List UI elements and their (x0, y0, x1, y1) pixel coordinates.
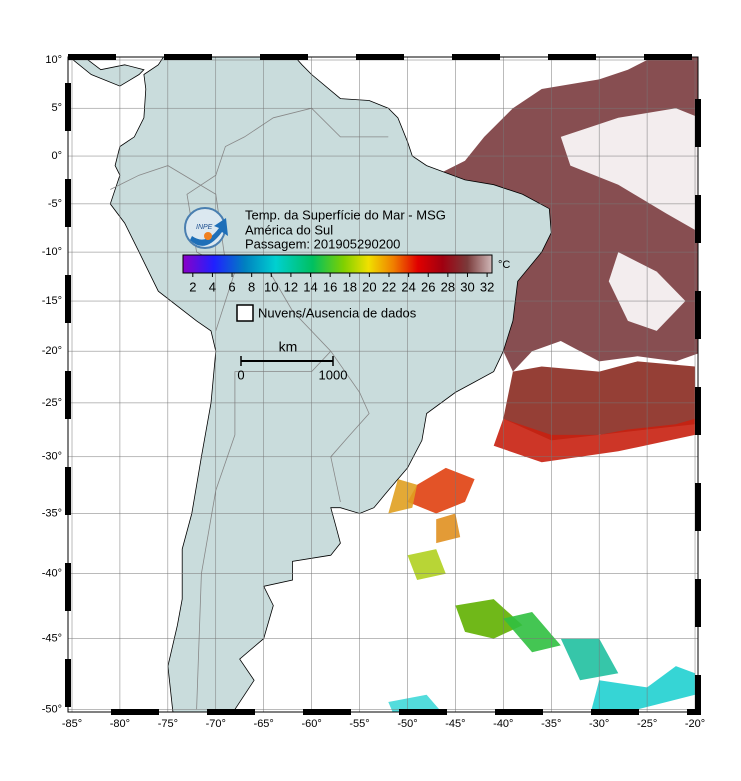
colorbar-tick-label: 12 (284, 279, 298, 294)
lat-tick-label: -40° (42, 568, 62, 580)
colorbar-tick-label: 30 (460, 279, 474, 294)
lat-tick-label: -20° (42, 345, 62, 357)
ocean-patch (388, 694, 442, 712)
ocean-patch (388, 479, 418, 514)
colorbar-tick-label: 14 (303, 279, 317, 294)
scale-tick-label: 0 (237, 367, 244, 382)
colorbar-tick-label: 4 (209, 279, 216, 294)
lon-tick-label: -30° (589, 718, 609, 730)
ocean-patch (455, 599, 523, 639)
colorbar-unit: °C (498, 259, 510, 271)
lon-tick-label: -55° (349, 718, 369, 730)
lat-tick-label: -30° (42, 451, 62, 463)
ocean-patch (407, 549, 446, 580)
lat-tick-label: 10° (45, 54, 62, 66)
colorbar-tick-label: 32 (480, 279, 494, 294)
colorbar-tick-label: 18 (343, 279, 357, 294)
lat-tick-label: -50° (42, 703, 62, 715)
lat-tick-label: -5° (48, 198, 62, 210)
ocean-patch (503, 612, 561, 653)
scale-tick-label: 1000 (319, 367, 348, 382)
colorbar-tick-label: 2 (189, 279, 196, 294)
legend-label: Nuvens/Ausencia de dados (258, 305, 417, 320)
ocean-patch (590, 666, 695, 712)
lat-tick-label: -10° (42, 246, 62, 258)
colorbar-tick-label: 20 (362, 279, 376, 294)
scale-unit: km (279, 339, 298, 355)
lon-tick-label: -65° (254, 718, 274, 730)
lon-tick-label: -35° (541, 718, 561, 730)
ocean-patch (560, 108, 698, 232)
lon-tick-label: -45° (445, 718, 465, 730)
colorbar-tick-label: 26 (421, 279, 435, 294)
ocean-patch (407, 467, 475, 514)
colorbar-tick-label: 28 (441, 279, 455, 294)
lon-tick-label: -85° (62, 718, 82, 730)
ocean-patch (436, 513, 461, 544)
lon-tick-label: -40° (493, 718, 513, 730)
title-line: Passagem: 201905290200 (245, 236, 400, 251)
logo-dot (204, 232, 212, 240)
lon-tick-label: -75° (158, 718, 178, 730)
lon-tick-label: -70° (206, 718, 226, 730)
lat-tick-label: 5° (51, 102, 62, 114)
colorbar-tick-label: 16 (323, 279, 337, 294)
lat-tick-label: -15° (42, 295, 62, 307)
logo-text: INPE (196, 224, 213, 231)
ocean-patch (560, 638, 619, 681)
map-layers (68, 57, 698, 712)
colorbar-tick-label: 8 (248, 279, 255, 294)
info-box: INPE Temp. da Superfície do Mar - MSG Am… (182, 207, 510, 382)
border (196, 350, 332, 710)
lon-tick-label: -60° (301, 718, 321, 730)
title-line: Temp. da Superfície do Mar - MSG (245, 207, 446, 222)
colorbar-tick-label: 24 (401, 279, 415, 294)
colorbar-tick-label: 6 (228, 279, 235, 294)
logo-arrow (190, 218, 228, 246)
lon-tick-label: -25° (637, 718, 657, 730)
colorbar-tick-label: 22 (382, 279, 396, 294)
ocean-patch (493, 418, 695, 463)
colorbar-tick-label: 10 (264, 279, 278, 294)
lat-tick-label: -25° (42, 397, 62, 409)
lon-tick-label: -50° (397, 718, 417, 730)
lat-tick-label: -35° (42, 507, 62, 519)
lon-tick-label: -80° (110, 718, 130, 730)
lat-tick-label: 0° (51, 150, 62, 162)
colorbar (182, 254, 493, 274)
frame-ticks (65, 54, 701, 715)
title-line: América do Sul (245, 222, 333, 237)
lon-tick-label: -20° (685, 718, 705, 730)
lat-tick-label: -45° (42, 633, 62, 645)
legend-swatch (236, 304, 254, 322)
